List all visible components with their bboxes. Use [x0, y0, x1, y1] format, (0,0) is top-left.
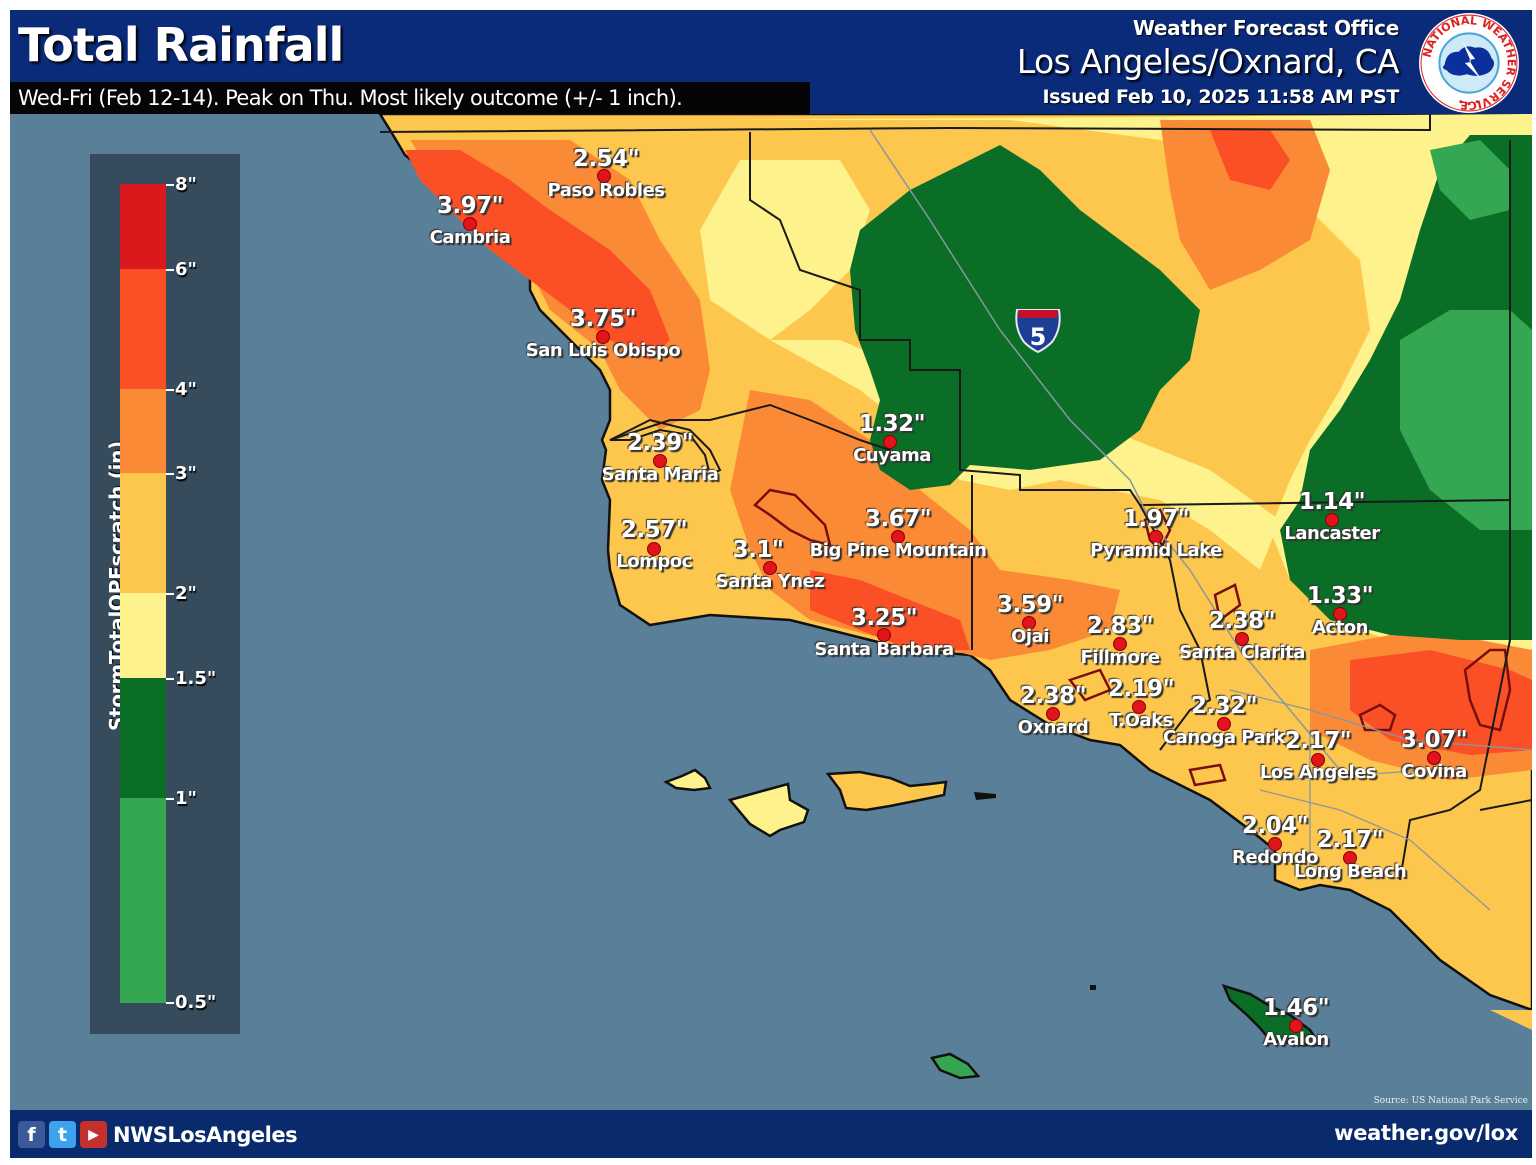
header-banner: Total Rainfall Wed-Fri (Feb 12-14). Peak… [10, 10, 1532, 114]
marker-santa-maria [653, 454, 667, 468]
legend-tick: 8" [166, 174, 197, 195]
marker-thousand-oaks [1132, 700, 1146, 714]
legend-tick: 6" [166, 259, 197, 280]
legend-segment-1-1.5 [120, 678, 166, 798]
twitter-icon[interactable]: t [49, 1121, 76, 1148]
city-label-avalon: 1.46" Avalon [1262, 995, 1330, 1050]
city-label-covina: 3.07" Covina [1400, 727, 1468, 782]
legend-segment-2-3 [120, 473, 166, 593]
marker-santa-ynez [763, 561, 777, 575]
marker-acton [1333, 607, 1347, 621]
color-legend: StormTotalQPFscratch (in) 8" 6" 4" 3" 2"… [90, 154, 240, 1034]
city-label-redondo: 2.04" Redondo [1232, 813, 1318, 868]
city-label-santa-maria: 2.39" Santa Maria [601, 430, 719, 485]
legend-tick: 3" [166, 463, 197, 484]
legend-segment-0.5-1 [120, 798, 166, 1003]
city-label-fillmore: 2.83" Fillmore [1080, 613, 1160, 668]
youtube-icon[interactable]: ▶ [80, 1121, 107, 1148]
legend-tick: 1" [166, 788, 197, 809]
marker-santa-barbara [877, 628, 891, 642]
city-label-paso-robles: 2.54" Paso Robles [547, 146, 665, 201]
marker-avalon [1289, 1019, 1303, 1033]
subtitle: Wed-Fri (Feb 12-14). Peak on Thu. Most l… [18, 86, 683, 110]
marker-big-pine-mountain [891, 530, 905, 544]
facebook-icon[interactable]: f [18, 1121, 45, 1148]
city-label-santa-clarita: 2.38" Santa Clarita [1179, 608, 1305, 663]
marker-ojai [1022, 616, 1036, 630]
city-label-canoga-park: 2.32" Canoga Park [1162, 693, 1286, 748]
marker-pyramid-lake [1149, 530, 1163, 544]
legend-segment-3-4 [120, 389, 166, 473]
footer-banner: f t ▶ NWSLosAngeles weather.gov/lox [10, 1110, 1532, 1158]
city-label-lompoc: 2.57" Lompoc [616, 517, 692, 572]
city-label-santa-barbara: 3.25" Santa Barbara [814, 605, 954, 660]
city-label-long-beach: 2.17" Long Beach [1293, 827, 1407, 882]
svg-text:5: 5 [1030, 323, 1047, 351]
legend-tick: 2" [166, 583, 197, 604]
legend-tick: 0.5" [166, 992, 216, 1013]
marker-cambria [463, 217, 477, 231]
office-label: Weather Forecast Office [1132, 16, 1399, 40]
city-label-ojai: 3.59" Ojai [996, 592, 1064, 647]
rainfall-graphic: Total Rainfall Wed-Fri (Feb 12-14). Peak… [10, 10, 1532, 1158]
marker-fillmore [1113, 637, 1127, 651]
marker-canoga-park [1217, 717, 1231, 731]
marker-san-luis-obispo [596, 330, 610, 344]
marker-lompoc [647, 542, 661, 556]
marker-los-angeles [1311, 753, 1325, 767]
subtitle-bar [10, 82, 810, 114]
source-credit: Source: US National Park Service [1373, 1096, 1528, 1106]
legend-tick: 1.5" [166, 668, 216, 689]
issued-timestamp: Issued Feb 10, 2025 11:58 AM PST [1042, 86, 1400, 108]
city-label-san-luis-obispo: 3.75" San Luis Obispo [525, 306, 681, 361]
marker-lancaster [1325, 513, 1339, 527]
office-name: Los Angeles/Oxnard, CA [1016, 42, 1400, 81]
social-links: f t ▶ NWSLosAngeles [18, 1121, 298, 1148]
nws-logo-icon: NATIONAL WEATHER SERVICE [1419, 13, 1519, 113]
marker-cuyama [883, 435, 897, 449]
legend-tick: 4" [166, 379, 197, 400]
legend-segment-4-6 [120, 269, 166, 389]
legend-segment-6-8 [120, 184, 166, 269]
city-label-santa-ynez: 3.1" Santa Ynez [715, 537, 825, 592]
social-handle[interactable]: NWSLosAngeles [113, 1122, 298, 1147]
page-title: Total Rainfall [18, 18, 344, 72]
city-label-cambria: 3.97" Cambria [429, 193, 511, 248]
marker-oxnard [1046, 707, 1060, 721]
city-label-oxnard: 2.38" Oxnard [1017, 683, 1089, 738]
city-label-acton: 1.33" Acton [1306, 583, 1374, 638]
city-label-los-angeles: 2.17" Los Angeles [1259, 728, 1377, 783]
city-label-lancaster: 1.14" Lancaster [1284, 489, 1380, 544]
marker-redondo [1268, 837, 1282, 851]
legend-segment-1.5-2 [120, 593, 166, 678]
city-label-thousand-oaks: 2.19" T.Oaks [1107, 676, 1175, 731]
marker-paso-robles [597, 169, 611, 183]
website-link[interactable]: weather.gov/lox [1334, 1121, 1518, 1145]
city-label-big-pine-mountain: 3.67" Big Pine Mountain [809, 506, 987, 561]
interstate-shield-icon: 5 [1015, 309, 1061, 354]
city-label-cuyama: 1.32" Cuyama [853, 411, 931, 466]
city-label-pyramid-lake: 1.97" Pyramid Lake [1090, 506, 1222, 561]
marker-santa-clarita [1235, 632, 1249, 646]
marker-long-beach [1343, 851, 1357, 865]
marker-covina [1427, 751, 1441, 765]
